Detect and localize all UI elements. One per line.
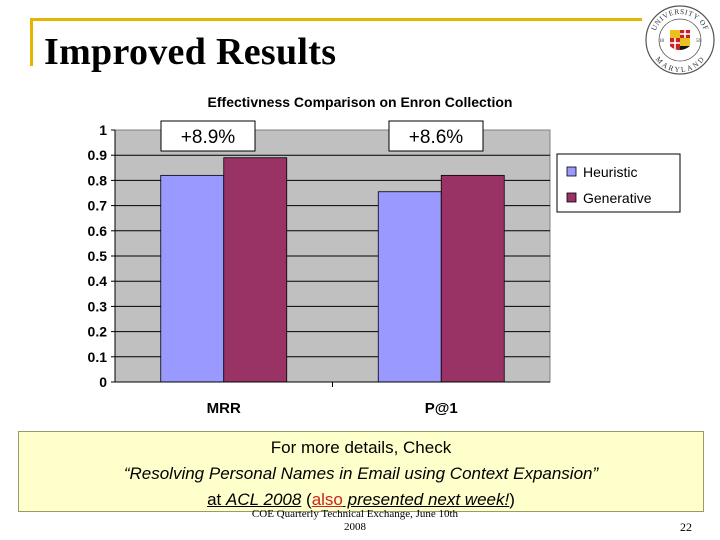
seal-year-left: 18: [659, 39, 665, 44]
y-tick-label: 0.2: [88, 324, 107, 340]
presented-text: presented next week!: [342, 490, 510, 509]
y-tick-label: 0.9: [88, 147, 107, 163]
y-tick-label: 0.4: [88, 273, 107, 289]
y-tick-label: 1: [99, 122, 107, 138]
y-tick-label: 0.8: [88, 172, 107, 188]
bar-heuristic-p1: [377, 191, 442, 383]
paper-title: Resolving Personal Names in Email using …: [129, 464, 593, 483]
page-number: 22: [680, 520, 692, 534]
y-tick-label: 0: [99, 374, 107, 390]
legend-label: Heuristic: [583, 164, 637, 180]
bar-generative-mrr: [223, 157, 288, 383]
y-tick-label: 0.1: [88, 349, 107, 365]
x-category-label: P@1: [425, 400, 458, 417]
seal-year-right: 56: [696, 39, 702, 44]
callout-venue-line: at ACL 2008 (also presented next week!): [19, 487, 703, 513]
chart-title: Effectivness Comparison on Enron Collect…: [208, 94, 513, 110]
paren-close: ): [509, 490, 515, 509]
venue-prefix: at: [207, 490, 226, 509]
footer-text: COE Quarterly Technical Exchange, June 1…: [235, 508, 475, 534]
bar-generative-p1: [440, 174, 505, 383]
callout-paper-line: “Resolving Personal Names in Email using…: [19, 461, 703, 487]
chart-area: Effectivness Comparison on Enron Collect…: [88, 88, 700, 420]
slide-title: Improved Results: [44, 31, 337, 73]
title-frame-top: [30, 18, 642, 21]
title-frame-left: [30, 18, 33, 66]
legend-box: [556, 153, 681, 213]
reference-callout: For more details, Check “Resolving Perso…: [18, 431, 704, 512]
x-axis: MRR P@1: [115, 381, 550, 417]
bars: [160, 157, 505, 383]
bar-chart: Effectivness Comparison on Enron Collect…: [88, 94, 681, 417]
annotation-label: +8.9%: [181, 127, 236, 148]
y-tick-label: 0.7: [88, 198, 107, 214]
x-category-label: MRR: [207, 400, 241, 417]
y-axis: 0 0.1 0.2 0.3 0.4 0.5 0.6 0.7 0.8 0.9 1: [88, 122, 116, 390]
callout-heading: For more details, Check: [270, 438, 452, 457]
y-tick-label: 0.6: [88, 223, 107, 239]
also-text: also: [311, 490, 343, 509]
venue-link[interactable]: ACL 2008: [226, 490, 302, 509]
annotations: +8.9% +8.6%: [160, 120, 484, 152]
y-tick-label: 0.3: [88, 298, 107, 314]
annotation-box: [160, 120, 256, 152]
legend-swatch: [566, 166, 577, 177]
legend: Heuristic Generative: [556, 153, 681, 213]
legend-swatch: [566, 192, 577, 203]
annotation-box: [388, 120, 484, 152]
paren-open: (: [301, 490, 312, 509]
bar-heuristic-mrr: [160, 174, 225, 383]
footer-line-1: COE Quarterly Technical Exchange, June 1…: [251, 508, 459, 520]
maryland-flag-shield: [670, 30, 690, 50]
y-tick-label: 0.5: [88, 248, 107, 264]
legend-label: Generative: [583, 190, 652, 206]
quote-open: “: [123, 464, 130, 483]
quote-close: ”: [592, 464, 599, 483]
annotation-label: +8.6%: [409, 127, 464, 148]
footer-line-2: 2008: [344, 521, 366, 533]
university-seal-logo: UNIVERSITY OF MARYLAND 18 56: [645, 5, 715, 75]
